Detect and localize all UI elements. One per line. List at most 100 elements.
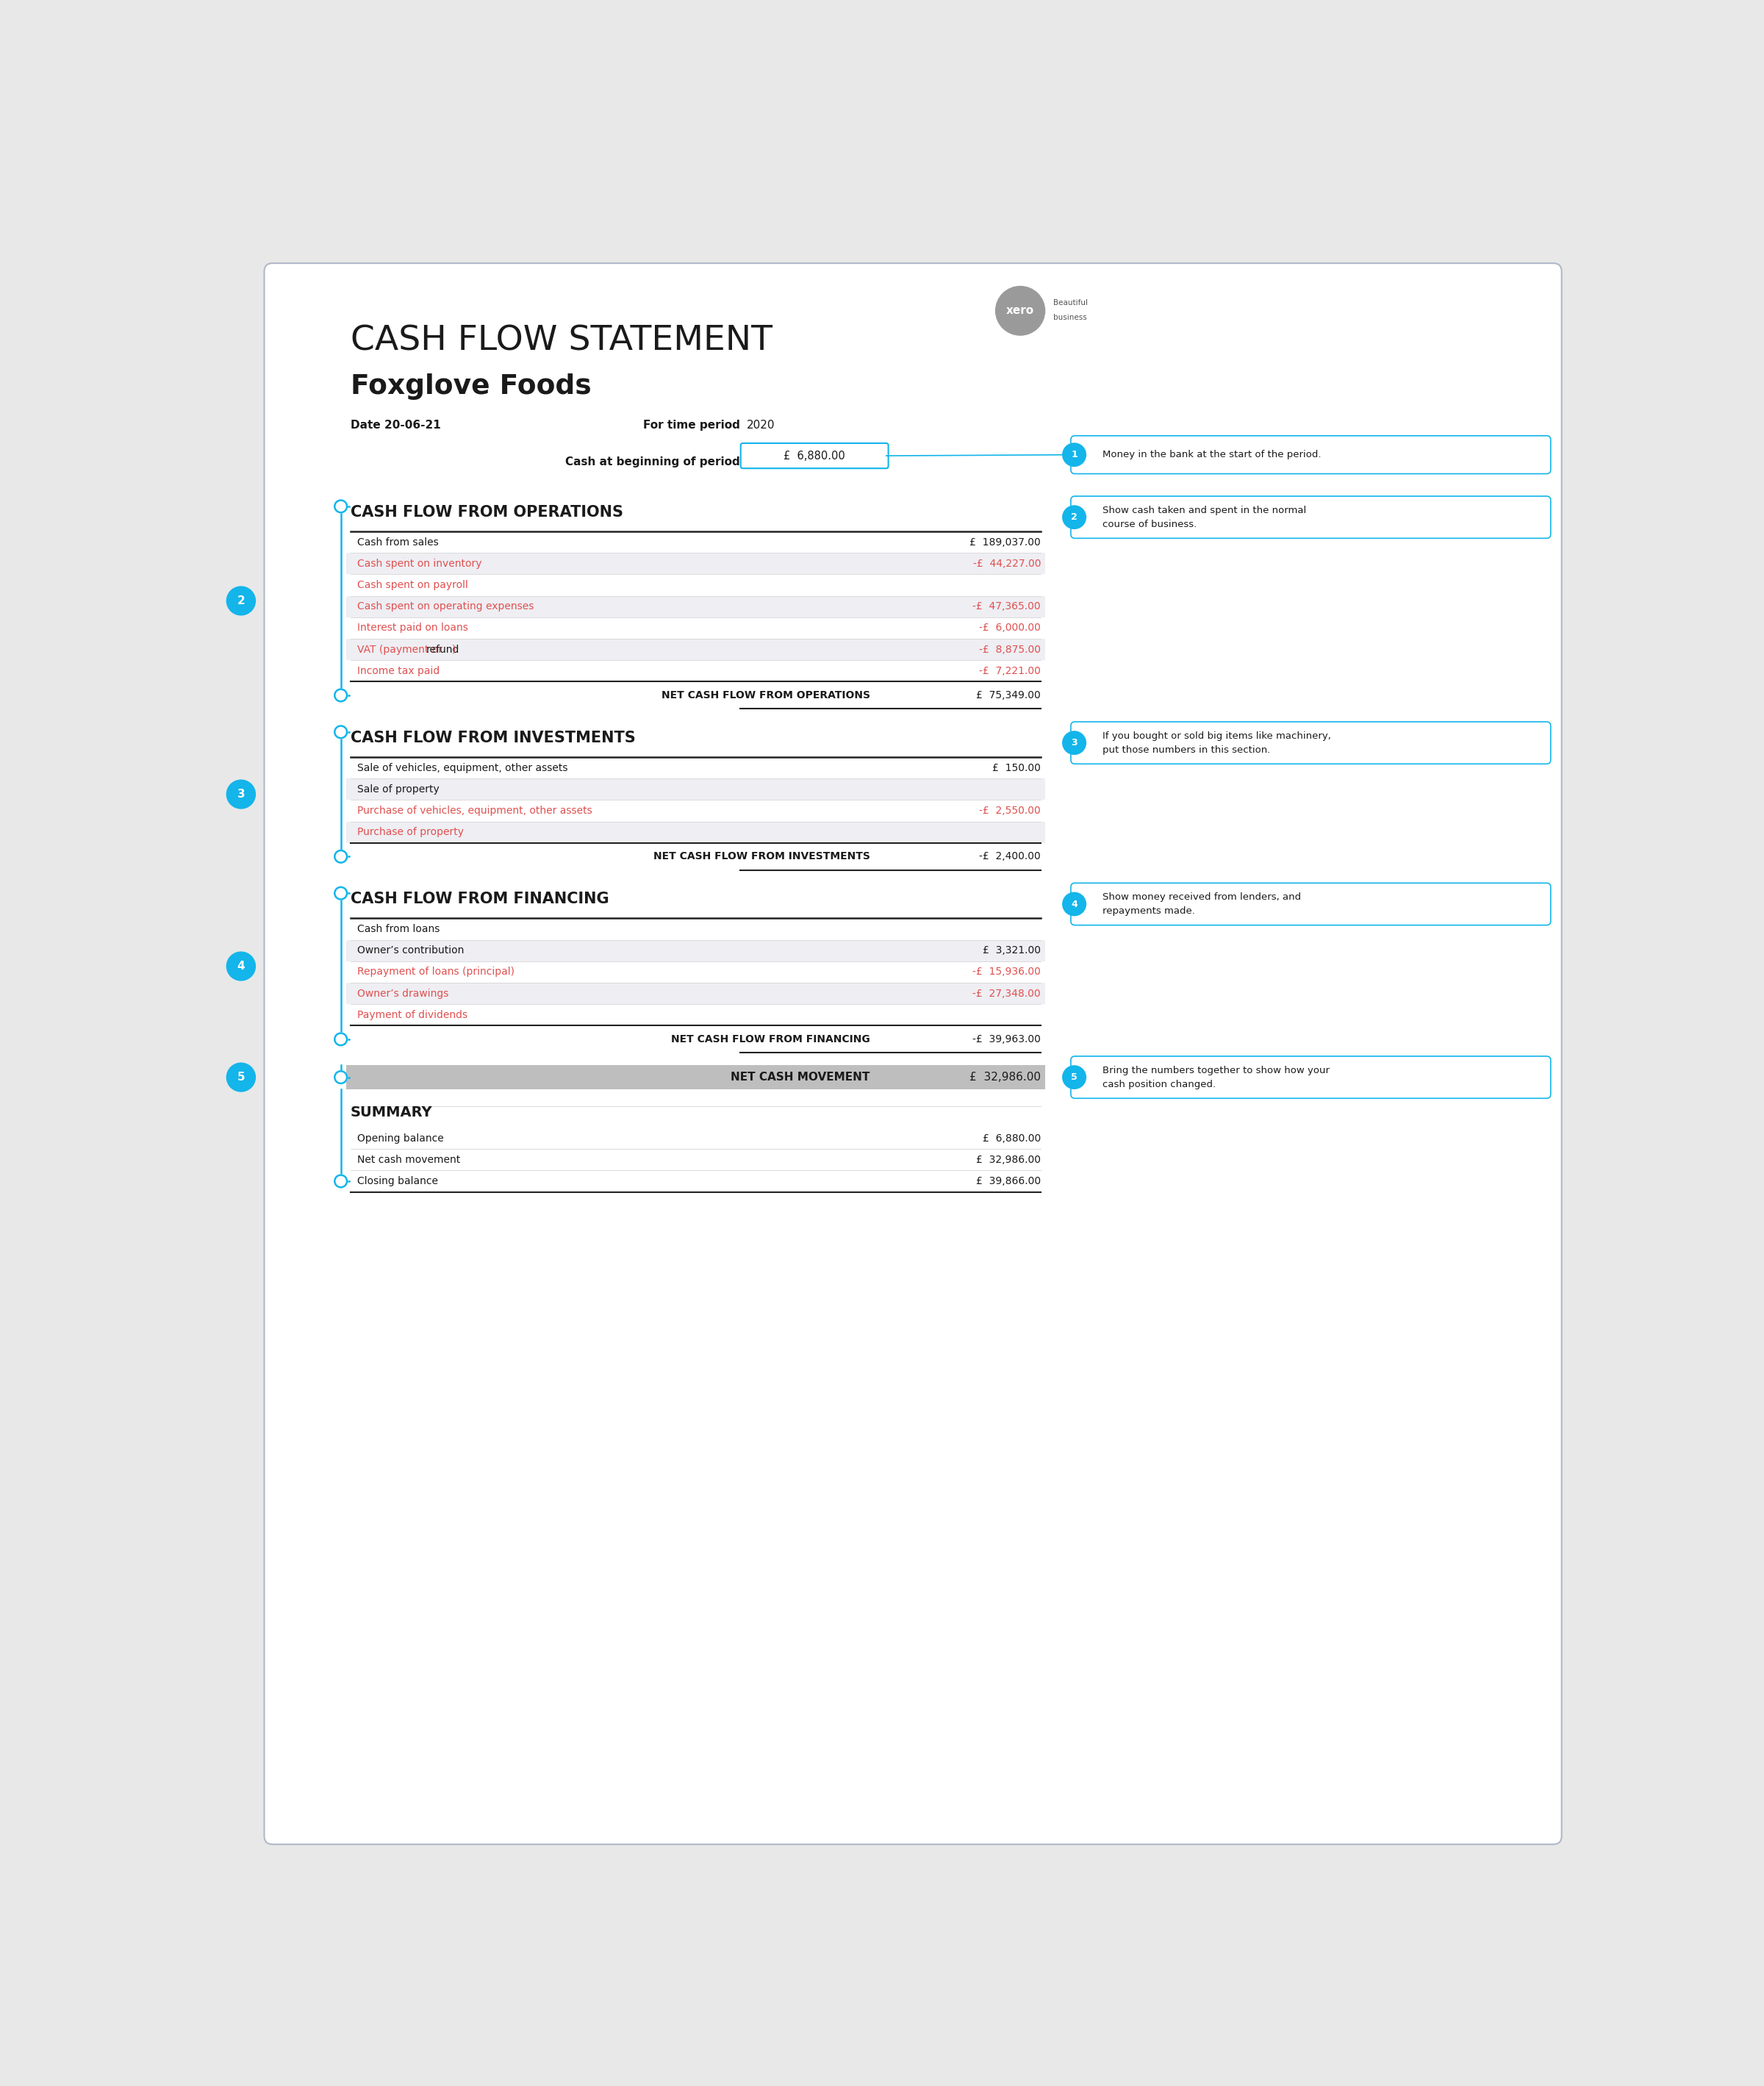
Text: Beautiful: Beautiful — [1053, 298, 1088, 307]
Text: £  3,321.00: £ 3,321.00 — [983, 945, 1041, 955]
Text: Net cash movement: Net cash movement — [356, 1154, 460, 1164]
Circle shape — [1062, 732, 1087, 755]
Circle shape — [1062, 1066, 1087, 1089]
Text: 5: 5 — [1071, 1072, 1078, 1083]
FancyBboxPatch shape — [741, 442, 889, 469]
Circle shape — [335, 851, 348, 864]
Circle shape — [335, 887, 348, 899]
FancyBboxPatch shape — [346, 638, 1044, 661]
Text: Sale of vehicles, equipment, other assets: Sale of vehicles, equipment, other asset… — [356, 763, 568, 774]
Text: -£  6,000.00: -£ 6,000.00 — [979, 624, 1041, 634]
FancyBboxPatch shape — [1071, 722, 1551, 763]
Text: £  150.00: £ 150.00 — [993, 763, 1041, 774]
Text: CASH FLOW STATEMENT: CASH FLOW STATEMENT — [351, 323, 773, 357]
Circle shape — [335, 726, 348, 738]
Text: -£  27,348.00: -£ 27,348.00 — [972, 989, 1041, 999]
Text: SUMMARY: SUMMARY — [351, 1106, 432, 1120]
Text: Cash spent on operating expenses: Cash spent on operating expenses — [356, 601, 534, 611]
Text: 2: 2 — [236, 595, 245, 607]
FancyBboxPatch shape — [346, 822, 1044, 843]
Text: NET CASH MOVEMENT: NET CASH MOVEMENT — [730, 1072, 870, 1083]
Text: 4: 4 — [236, 962, 245, 972]
Text: Interest paid on loans: Interest paid on loans — [356, 624, 467, 634]
FancyBboxPatch shape — [346, 778, 1044, 801]
Text: -£  39,963.00: -£ 39,963.00 — [972, 1035, 1041, 1045]
FancyBboxPatch shape — [1071, 436, 1551, 474]
FancyBboxPatch shape — [265, 263, 1561, 1844]
Text: Bring the numbers together to show how your
cash position changed.: Bring the numbers together to show how y… — [1102, 1066, 1330, 1089]
Text: £  6,880.00: £ 6,880.00 — [983, 1133, 1041, 1143]
Text: £  189,037.00: £ 189,037.00 — [970, 536, 1041, 547]
Circle shape — [335, 1033, 348, 1045]
Circle shape — [226, 951, 256, 980]
Text: business: business — [1053, 313, 1087, 321]
Text: 3: 3 — [236, 789, 245, 799]
Text: £  75,349.00: £ 75,349.00 — [975, 690, 1041, 701]
Text: NET CASH FLOW FROM OPERATIONS: NET CASH FLOW FROM OPERATIONS — [662, 690, 870, 701]
FancyBboxPatch shape — [346, 597, 1044, 617]
Text: -£  44,227.00: -£ 44,227.00 — [972, 559, 1041, 569]
Text: Sale of property: Sale of property — [356, 784, 439, 795]
Text: Cash from sales: Cash from sales — [356, 536, 439, 547]
Text: -£  8,875.00: -£ 8,875.00 — [979, 645, 1041, 655]
Text: -£  7,221.00: -£ 7,221.00 — [979, 665, 1041, 676]
Text: -£  2,400.00: -£ 2,400.00 — [979, 851, 1041, 862]
Text: 2020: 2020 — [746, 419, 774, 430]
Text: xero: xero — [1005, 305, 1034, 317]
FancyBboxPatch shape — [1071, 882, 1551, 924]
Text: 4: 4 — [1071, 899, 1078, 909]
Text: ): ) — [452, 645, 455, 655]
Text: Date 20-06-21: Date 20-06-21 — [351, 419, 441, 430]
Text: 5: 5 — [236, 1072, 245, 1083]
Text: £  39,866.00: £ 39,866.00 — [975, 1177, 1041, 1187]
Text: Closing balance: Closing balance — [356, 1177, 437, 1187]
FancyBboxPatch shape — [346, 983, 1044, 1003]
Text: CASH FLOW FROM FINANCING: CASH FLOW FROM FINANCING — [351, 893, 609, 907]
Text: £  6,880.00: £ 6,880.00 — [783, 451, 845, 461]
Text: Opening balance: Opening balance — [356, 1133, 445, 1143]
Text: Owner’s contribution: Owner’s contribution — [356, 945, 464, 955]
Text: Show money received from lenders, and
repayments made.: Show money received from lenders, and re… — [1102, 893, 1300, 916]
FancyBboxPatch shape — [346, 553, 1044, 574]
FancyBboxPatch shape — [346, 941, 1044, 962]
Text: Cash spent on inventory: Cash spent on inventory — [356, 559, 482, 569]
Text: £  32,986.00: £ 32,986.00 — [975, 1154, 1041, 1164]
FancyBboxPatch shape — [346, 1066, 1044, 1089]
Text: If you bought or sold big items like machinery,
put those numbers in this sectio: If you bought or sold big items like mac… — [1102, 730, 1330, 755]
Text: Owner’s drawings: Owner’s drawings — [356, 989, 448, 999]
Circle shape — [226, 780, 256, 809]
Text: CASH FLOW FROM INVESTMENTS: CASH FLOW FROM INVESTMENTS — [351, 730, 635, 745]
Text: Purchase of vehicles, equipment, other assets: Purchase of vehicles, equipment, other a… — [356, 805, 593, 816]
Text: VAT (payment or: VAT (payment or — [356, 645, 446, 655]
Text: Foxglove Foods: Foxglove Foods — [351, 373, 591, 401]
Text: £  32,986.00: £ 32,986.00 — [970, 1072, 1041, 1083]
Text: Cash at beginning of period: Cash at beginning of period — [564, 457, 741, 467]
Circle shape — [226, 586, 256, 615]
Text: NET CASH FLOW FROM INVESTMENTS: NET CASH FLOW FROM INVESTMENTS — [653, 851, 870, 862]
Circle shape — [335, 1070, 348, 1083]
Circle shape — [335, 688, 348, 701]
Text: 2: 2 — [1071, 513, 1078, 522]
Circle shape — [1062, 442, 1087, 467]
Text: Cash spent on payroll: Cash spent on payroll — [356, 580, 467, 590]
Circle shape — [995, 286, 1044, 336]
Text: -£  47,365.00: -£ 47,365.00 — [972, 601, 1041, 611]
FancyBboxPatch shape — [1071, 1056, 1551, 1099]
Text: Repayment of loans (principal): Repayment of loans (principal) — [356, 966, 515, 976]
Text: -£  2,550.00: -£ 2,550.00 — [979, 805, 1041, 816]
Circle shape — [1062, 893, 1087, 916]
Text: refund: refund — [427, 645, 459, 655]
Text: -£  15,936.00: -£ 15,936.00 — [972, 966, 1041, 976]
Text: Show cash taken and spent in the normal
course of business.: Show cash taken and spent in the normal … — [1102, 505, 1305, 530]
Text: CASH FLOW FROM OPERATIONS: CASH FLOW FROM OPERATIONS — [351, 505, 623, 519]
Text: Income tax paid: Income tax paid — [356, 665, 439, 676]
Text: 1: 1 — [1071, 451, 1078, 459]
Text: Payment of dividends: Payment of dividends — [356, 1010, 467, 1020]
Text: NET CASH FLOW FROM FINANCING: NET CASH FLOW FROM FINANCING — [670, 1035, 870, 1045]
FancyBboxPatch shape — [1071, 496, 1551, 538]
Text: Cash from loans: Cash from loans — [356, 924, 439, 935]
Circle shape — [1062, 505, 1087, 528]
Text: Purchase of property: Purchase of property — [356, 826, 464, 836]
Circle shape — [335, 501, 348, 513]
Text: Money in the bank at the start of the period.: Money in the bank at the start of the pe… — [1102, 451, 1321, 459]
